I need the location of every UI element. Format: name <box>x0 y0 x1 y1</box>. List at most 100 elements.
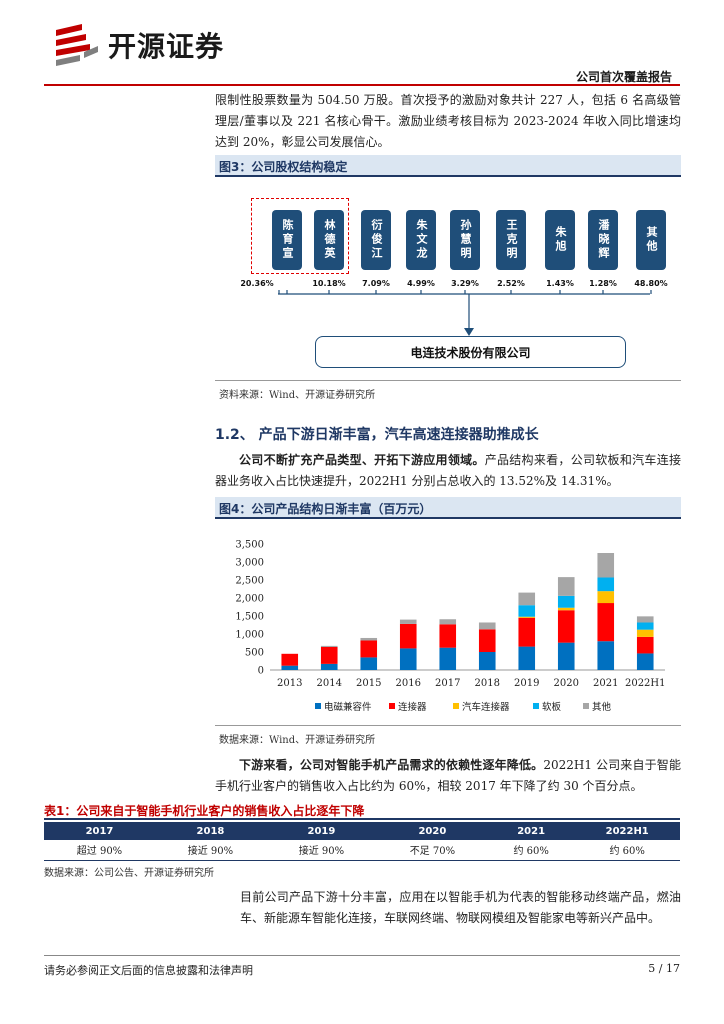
bar-segment <box>557 610 575 643</box>
legend-swatch <box>389 703 395 709</box>
section-title: 1.2、 产品下游日渐丰富，汽车高速连接器助推成长 <box>215 427 539 443</box>
shareholder-pct: 1.43% <box>546 279 574 288</box>
bar-segment <box>320 645 338 647</box>
bar-segment <box>518 605 536 617</box>
y-tick-label: 500 <box>245 648 264 659</box>
company-box: 电连技术股份有限公司 <box>315 336 626 368</box>
shareholder-box: 朱文龙 <box>406 210 436 270</box>
table-cell: 约 60% <box>574 840 680 861</box>
paragraph-applications: 目前公司产品下游十分丰富，应用在以智能手机为代表的智能移动终端产品，燃油车、新能… <box>240 890 681 925</box>
figure3-source: 资料来源：Wind、开源证券研究所 <box>219 390 376 401</box>
bar-segment <box>636 629 654 637</box>
bar-segment <box>597 553 615 578</box>
bar-segment <box>597 577 615 592</box>
bar-segment <box>439 647 457 670</box>
legend-swatch <box>533 703 539 709</box>
table-header-row: 2017 2018 2019 2020 2021 2022H1 <box>44 822 680 840</box>
bar-segment <box>399 623 417 649</box>
shareholder-pct: 10.18% <box>312 279 346 288</box>
y-tick-label: 2,000 <box>235 594 264 605</box>
shareholder-box: 陈育宣 <box>272 210 302 270</box>
shareholder-pct: 7.09% <box>362 279 390 288</box>
legend-label: 电磁兼容件 <box>324 701 372 713</box>
table-cell: 超过 90% <box>44 840 155 861</box>
bar-segment <box>518 646 536 670</box>
shareholder-pct: 3.29% <box>451 279 479 288</box>
paragraph-product-structure: 公司不断扩充产品类型、开拓下游应用领域。产品结构来看，公司软板和汽车连接器业务收… <box>215 450 681 492</box>
table-cell: 约 60% <box>487 840 575 861</box>
y-tick-label: 3,500 <box>235 540 264 551</box>
bar-segment <box>439 624 457 648</box>
bar-segment <box>636 616 654 623</box>
bar-segment <box>597 641 615 670</box>
paragraph-downstream: 下游来看，公司对智能手机产品需求的依赖性逐年降低。2022H1 公司来自于智能手… <box>215 755 681 797</box>
bar-segment <box>281 653 299 666</box>
y-tick-label: 1,000 <box>235 630 264 641</box>
table-header-cell: 2017 <box>44 822 155 840</box>
legend-swatch <box>315 703 321 709</box>
table-header-cell: 2020 <box>376 822 488 840</box>
page-number: 5 / 17 <box>648 962 680 975</box>
y-tick-label: 3,000 <box>235 558 264 569</box>
x-tick-label: 2018 <box>475 678 500 689</box>
logo-mark-icon <box>56 24 98 66</box>
x-tick-label: 2021 <box>593 678 618 689</box>
smartphone-share-table: 2017 2018 2019 2020 2021 2022H1 超过 90% 接… <box>44 822 680 861</box>
brand-name: 开源证券 <box>108 30 225 63</box>
shareholder-box: 衍俊江 <box>361 210 391 270</box>
header-divider <box>44 84 680 86</box>
x-tick-label: 2013 <box>277 678 302 689</box>
shareholder-pct: 20.36% <box>240 279 274 288</box>
bar-segment <box>360 640 378 658</box>
bar-segment <box>597 591 615 604</box>
figure3-source-divider <box>215 380 681 381</box>
table1-source: 数据来源：公司公告、开源证券研究所 <box>44 868 214 879</box>
table-header-cell: 2018 <box>154 822 266 840</box>
shareholder-box: 王克明 <box>496 210 526 270</box>
x-tick-label: 2016 <box>396 678 421 689</box>
x-tick-label: 2019 <box>514 678 539 689</box>
controlling-holders-highlight <box>251 198 349 274</box>
legend-label: 汽车连接器 <box>462 701 510 713</box>
bar-segment <box>360 637 378 641</box>
report-type: 公司首次覆盖报告 <box>575 70 672 84</box>
bar-segment <box>399 619 417 624</box>
bar-segment <box>399 648 417 670</box>
x-tick-label: 2020 <box>554 678 579 689</box>
table1-title: 表1：公司来自于智能手机行业客户的销售收入占比逐年下降 <box>44 800 680 820</box>
paragraph-downstream-lead: 下游来看，公司对智能手机产品需求的依赖性逐年降低。 <box>239 758 544 772</box>
table-cell: 不足 70% <box>376 840 488 861</box>
y-tick-label: 0 <box>258 666 264 677</box>
bar-segment <box>518 616 536 618</box>
shareholder-box: 潘晓辉 <box>588 210 618 270</box>
x-tick-label: 2017 <box>435 678 460 689</box>
paragraph-product-structure-lead: 公司不断扩充产品类型、开拓下游应用领域。 <box>239 453 485 467</box>
paragraph-product-structure-body: 产品结构来看，公司软板和汽车连接器业务收入占比快速提升，2022H1 分别占总收… <box>215 453 681 488</box>
bar-segment <box>478 629 496 652</box>
x-tick-label: 2014 <box>317 678 342 689</box>
shareholder-box: 孙慧明 <box>450 210 480 270</box>
legend-swatch <box>453 703 459 709</box>
table-header-cell: 2022H1 <box>574 822 680 840</box>
bar-segment <box>557 642 575 670</box>
bar-segment <box>557 607 575 611</box>
table-cell: 接近 90% <box>154 840 266 861</box>
table-cell: 接近 90% <box>265 840 377 861</box>
shareholder-pct: 4.99% <box>407 279 435 288</box>
shareholder-box: 林德英 <box>314 210 344 270</box>
legend-label: 其他 <box>592 701 612 713</box>
shareholder-connector-lines <box>278 290 652 336</box>
figure4-source: 数据来源：Wind、开源证券研究所 <box>219 735 376 746</box>
bar-segment <box>320 646 338 664</box>
bar-segment <box>478 622 496 630</box>
y-tick-label: 2,500 <box>235 576 264 587</box>
figure4-title: 图4：公司产品结构日渐丰富（百万元） <box>215 497 681 519</box>
table-row: 超过 90% 接近 90% 接近 90% 不足 70% 约 60% 约 60% <box>44 840 680 861</box>
shareholder-pct: 48.80% <box>634 279 668 288</box>
table-header-cell: 2019 <box>265 822 377 840</box>
shareholder-box: 朱旭 <box>545 210 575 270</box>
legend-label: 连接器 <box>398 701 427 713</box>
bar-segment <box>557 577 575 596</box>
bar-segment <box>597 603 615 642</box>
bar-segment <box>518 592 536 606</box>
